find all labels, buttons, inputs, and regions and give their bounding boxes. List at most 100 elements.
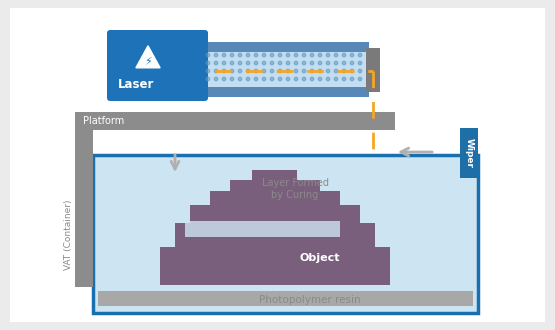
Bar — [252, 170, 297, 180]
Circle shape — [214, 53, 218, 57]
Bar — [204, 87, 369, 97]
Bar — [98, 291, 473, 306]
Circle shape — [278, 69, 282, 73]
Circle shape — [318, 77, 322, 81]
Bar — [175, 223, 375, 247]
Text: ⚡: ⚡ — [144, 57, 152, 67]
Bar — [93, 155, 478, 313]
Circle shape — [326, 53, 330, 57]
Circle shape — [318, 69, 322, 73]
Circle shape — [350, 69, 354, 73]
Circle shape — [294, 61, 298, 65]
Circle shape — [238, 53, 242, 57]
Circle shape — [310, 61, 314, 65]
Circle shape — [230, 61, 234, 65]
Circle shape — [294, 53, 298, 57]
Circle shape — [262, 53, 266, 57]
Circle shape — [214, 61, 218, 65]
Circle shape — [254, 61, 258, 65]
Circle shape — [278, 61, 282, 65]
Circle shape — [334, 61, 338, 65]
Bar — [210, 191, 340, 205]
Circle shape — [286, 77, 290, 81]
Circle shape — [262, 61, 266, 65]
Circle shape — [294, 69, 298, 73]
Circle shape — [214, 69, 218, 73]
Circle shape — [262, 69, 266, 73]
Circle shape — [358, 69, 362, 73]
Circle shape — [302, 69, 306, 73]
Circle shape — [334, 77, 338, 81]
Circle shape — [246, 77, 250, 81]
Circle shape — [358, 77, 362, 81]
Circle shape — [342, 53, 346, 57]
Circle shape — [254, 53, 258, 57]
Circle shape — [270, 69, 274, 73]
Circle shape — [214, 77, 218, 81]
Circle shape — [230, 69, 234, 73]
Bar — [160, 247, 390, 285]
Circle shape — [318, 61, 322, 65]
Circle shape — [222, 77, 226, 81]
Circle shape — [206, 53, 210, 57]
Circle shape — [206, 77, 210, 81]
Text: Photopolymer resin: Photopolymer resin — [259, 295, 361, 305]
Bar — [75, 112, 395, 130]
Circle shape — [302, 53, 306, 57]
Circle shape — [286, 69, 290, 73]
Circle shape — [302, 61, 306, 65]
Circle shape — [326, 77, 330, 81]
Text: Object: Object — [300, 253, 340, 263]
Circle shape — [350, 53, 354, 57]
Circle shape — [222, 69, 226, 73]
Circle shape — [302, 77, 306, 81]
Circle shape — [342, 61, 346, 65]
Circle shape — [238, 69, 242, 73]
Circle shape — [350, 77, 354, 81]
Circle shape — [286, 61, 290, 65]
Circle shape — [318, 53, 322, 57]
Circle shape — [294, 77, 298, 81]
Text: Wiper: Wiper — [465, 138, 473, 168]
Text: Platform: Platform — [83, 116, 124, 126]
Circle shape — [262, 77, 266, 81]
Bar — [190, 205, 360, 223]
Circle shape — [254, 77, 258, 81]
Circle shape — [222, 53, 226, 57]
Circle shape — [238, 77, 242, 81]
FancyBboxPatch shape — [107, 30, 208, 101]
Bar — [204, 52, 369, 87]
Circle shape — [350, 61, 354, 65]
Bar — [204, 42, 369, 52]
Circle shape — [326, 69, 330, 73]
Circle shape — [238, 61, 242, 65]
Circle shape — [310, 53, 314, 57]
Circle shape — [342, 69, 346, 73]
Bar — [185, 221, 340, 237]
Polygon shape — [136, 46, 160, 68]
Bar — [366, 48, 380, 92]
Circle shape — [334, 53, 338, 57]
Circle shape — [230, 77, 234, 81]
Circle shape — [206, 61, 210, 65]
Circle shape — [278, 53, 282, 57]
Polygon shape — [366, 52, 380, 88]
Bar — [460, 128, 478, 178]
Circle shape — [246, 61, 250, 65]
Circle shape — [358, 61, 362, 65]
Bar — [75, 112, 93, 287]
Circle shape — [254, 69, 258, 73]
Text: VAT (Container): VAT (Container) — [64, 200, 73, 270]
Circle shape — [278, 77, 282, 81]
Text: Laser: Laser — [118, 79, 154, 91]
Circle shape — [206, 69, 210, 73]
Circle shape — [222, 61, 226, 65]
Circle shape — [270, 61, 274, 65]
Circle shape — [270, 53, 274, 57]
Circle shape — [270, 77, 274, 81]
Circle shape — [326, 61, 330, 65]
Circle shape — [310, 77, 314, 81]
Circle shape — [334, 69, 338, 73]
Circle shape — [286, 53, 290, 57]
Circle shape — [246, 69, 250, 73]
